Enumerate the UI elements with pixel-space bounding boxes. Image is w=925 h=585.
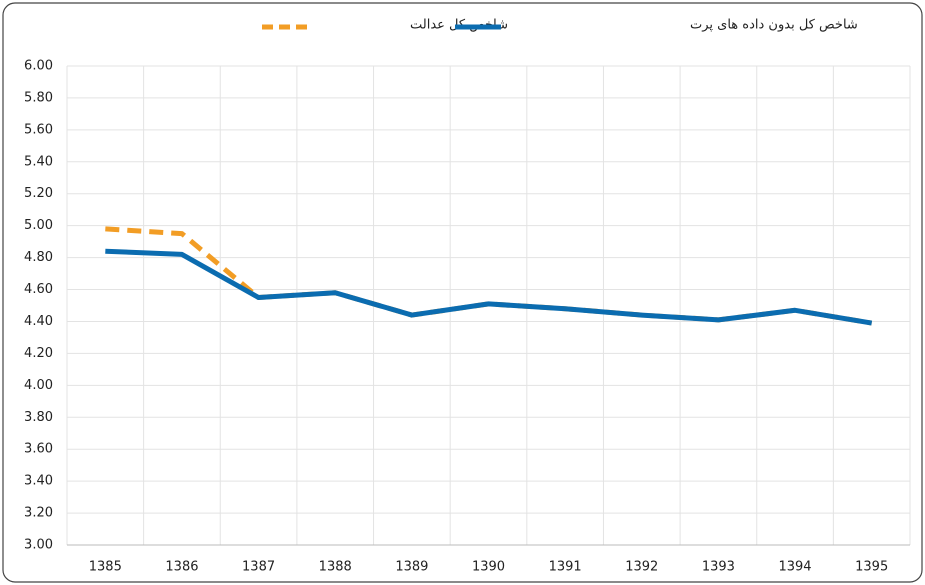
y-tick-label: 3.60 xyxy=(24,442,53,457)
y-tick-label: 5.00 xyxy=(24,218,53,233)
x-tick-label: 1385 xyxy=(89,560,122,575)
x-tick-label: 1387 xyxy=(242,560,275,575)
y-tick-label: 5.80 xyxy=(24,90,53,105)
y-tick-label: 4.60 xyxy=(24,282,53,297)
x-tick-label: 1389 xyxy=(395,560,428,575)
y-tick-label: 4.00 xyxy=(24,378,53,393)
y-tick-label: 4.80 xyxy=(24,250,53,265)
series-line xyxy=(105,248,873,326)
legend-label: شاخص کل بدون داده های پرت xyxy=(690,18,858,33)
x-tick-label: 1394 xyxy=(778,560,811,575)
y-tick-label: 5.40 xyxy=(24,154,53,169)
y-tick-label: 3.20 xyxy=(24,506,53,521)
y-tick-label: 6.00 xyxy=(24,59,53,74)
x-tick-label: 1392 xyxy=(625,560,658,575)
x-tick-label: 1386 xyxy=(165,560,198,575)
x-tick-label: 1393 xyxy=(702,560,735,575)
y-tick-label: 3.00 xyxy=(24,538,53,553)
x-tick-label: 1388 xyxy=(319,560,352,575)
y-tick-label: 5.20 xyxy=(24,186,53,201)
x-tick-label: 1390 xyxy=(472,560,505,575)
y-tick-label: 4.20 xyxy=(24,346,53,361)
y-tick-label: 3.80 xyxy=(24,410,53,425)
y-tick-label: 3.40 xyxy=(24,474,53,489)
y-tick-label: 5.60 xyxy=(24,122,53,137)
x-tick-label: 1395 xyxy=(855,560,888,575)
y-tick-label: 4.40 xyxy=(24,314,53,329)
x-tick-label: 1391 xyxy=(549,560,582,575)
